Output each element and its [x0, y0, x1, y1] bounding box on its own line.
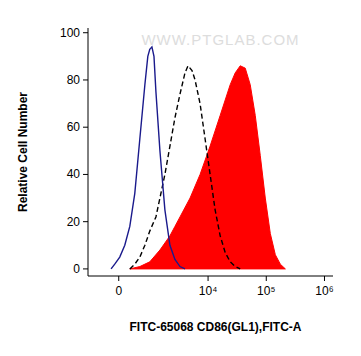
y-axis	[88, 28, 89, 276]
y-tick	[83, 174, 88, 175]
line-series	[130, 66, 240, 269]
y-tick-label: 20	[67, 215, 81, 229]
watermark: WWW.PTGLAB.COM	[141, 31, 299, 48]
y-tick-label: 60	[67, 120, 81, 134]
plot-area	[111, 47, 285, 269]
x-axis-label: FITC-65068 CD86(GL1),FITC-A	[129, 320, 301, 334]
y-tick	[83, 79, 88, 80]
chart: WWW.PTGLAB.COM 0 20 40 60 80 100 0 10⁴ 10⁵ 10⁶ FITC…	[0, 0, 361, 356]
x-tick	[118, 276, 119, 281]
x-tick	[324, 276, 325, 281]
y-tick	[83, 32, 88, 33]
x-tick	[208, 276, 209, 281]
x-tick	[266, 276, 267, 281]
area-series	[130, 66, 286, 269]
x-tick-label: 0	[115, 284, 122, 298]
y-tick-label: 80	[67, 73, 81, 87]
y-tick	[83, 127, 88, 128]
y-tick-label: 100	[60, 26, 80, 40]
y-tick	[83, 268, 88, 269]
y-tick	[83, 221, 88, 222]
y-tick-label: 0	[73, 262, 80, 276]
x-tick-label: 10⁶	[315, 284, 333, 298]
y-tick-label: 40	[67, 167, 81, 181]
x-axis	[88, 276, 333, 277]
y-axis-label: Relative Cell Number	[16, 92, 30, 212]
x-tick-label: 10⁴	[199, 284, 218, 298]
x-tick-label: 10⁵	[257, 284, 275, 298]
line-series	[111, 47, 185, 269]
